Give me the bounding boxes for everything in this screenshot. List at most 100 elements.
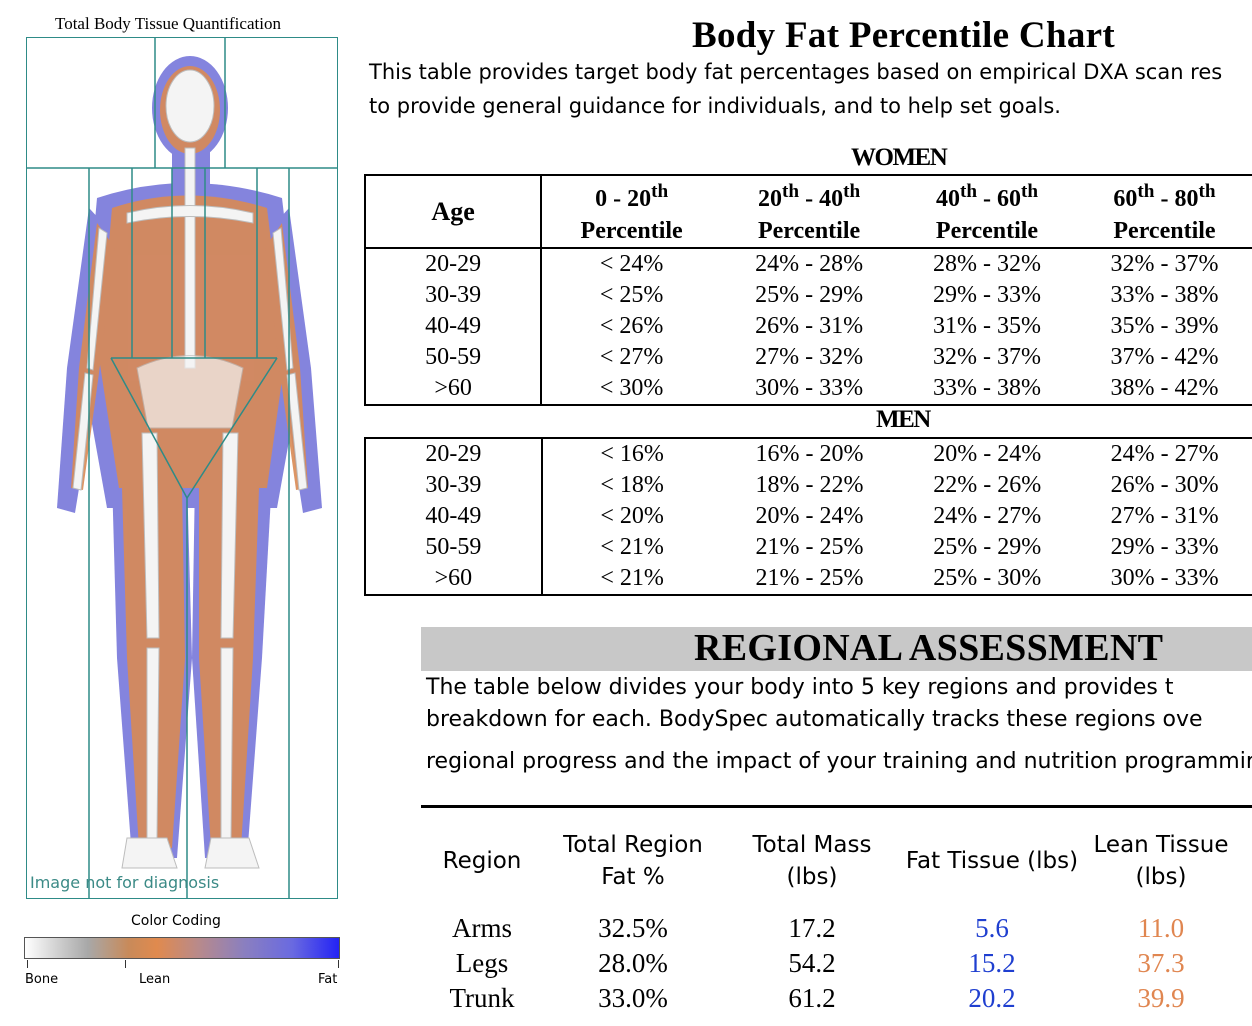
table-cell: 33% - 38% — [933, 375, 1041, 401]
region-name: Arms — [452, 913, 512, 943]
region-fat-pct: 28.0% — [598, 948, 668, 978]
table-row: >60 < 30% 30% - 33% 33% - 38% 38% - 42% — [365, 373, 1252, 405]
men-percentile-table: 20-29 < 16% 16% - 20% 20% - 24% 24% - 27% 30… — [364, 437, 1252, 596]
table-cell: 38% - 42% — [1110, 375, 1219, 401]
table-row: 40-49 < 26% 26% - 31% 31% - 35% 35% - 39% — [365, 311, 1252, 342]
table-cell: 37% - 42% — [1110, 344, 1219, 370]
regional-text-line-2: breakdown for each. BodySpec automatical… — [426, 707, 1203, 732]
table-row: 20-29 < 16% 16% - 20% 20% - 24% 24% - 27% — [365, 438, 1252, 470]
header-total-mass: Total Mass (lbs) — [737, 829, 887, 893]
table-cell: 26% - 31% — [755, 313, 864, 339]
body-scan-graphic — [27, 38, 337, 898]
table-cell: 21% - 25% — [755, 534, 864, 560]
table-cell: < 26% — [599, 313, 664, 339]
region-lines — [27, 38, 337, 898]
header-mass-2: (lbs) — [786, 864, 838, 890]
table-cell: 24% - 28% — [755, 251, 864, 277]
table-cell: 27% - 31% — [1110, 503, 1219, 529]
table-cell: < 21% — [600, 565, 664, 591]
table-cell: < 25% — [599, 282, 664, 308]
color-coding-title: Color Coding — [131, 913, 221, 929]
table-row: >60 < 21% 21% - 25% 25% - 30% 30% - 33% — [365, 563, 1252, 595]
header-percentile: Percentile — [580, 218, 683, 244]
header-percentile: Percentile — [757, 218, 861, 244]
page-title: Body Fat Percentile Chart — [692, 15, 1115, 56]
header-range-3-b-sup: th — [1198, 181, 1216, 202]
table-cell: 30-39 — [365, 470, 543, 501]
region-fat-tissue: 5.6 — [975, 913, 1009, 943]
header-range-2-a-sup: th — [959, 181, 978, 202]
header-region: Region — [442, 848, 522, 874]
header-mass-1: Total Mass — [752, 832, 872, 858]
table-cell: < 30% — [599, 375, 664, 401]
table-cell: 40-49 — [365, 501, 543, 532]
header-fat-pct-2: Fat % — [601, 864, 665, 890]
header-range-1: 20th - 40th Percentile — [721, 175, 898, 249]
table-row: 30-39 < 25% 25% - 29% 29% - 33% 33% - 38% — [365, 280, 1252, 311]
table-cell: 24% - 27% — [1110, 441, 1219, 467]
table-cell: 33% - 38% — [1110, 282, 1219, 308]
table-cell: < 20% — [600, 503, 664, 529]
header-lean-tissue: Lean Tissue (lbs) — [1086, 829, 1236, 893]
table-cell: 20% - 24% — [755, 503, 864, 529]
region-lean-tissue: 39.9 — [1137, 983, 1185, 1013]
header-range-1-b-sup: th — [843, 181, 861, 202]
men-label: MEN — [876, 406, 931, 433]
header-range-1-b: - 40 — [799, 186, 844, 212]
table-cell: 27% - 32% — [755, 344, 864, 370]
header-range-3-a-sup: th — [1137, 181, 1155, 202]
scan-disclaimer: Image not for diagnosis — [30, 873, 220, 892]
color-tick-bone — [27, 960, 28, 968]
header-range-3-b: - 80 — [1154, 186, 1199, 212]
region-total-mass: 54.2 — [788, 948, 836, 978]
table-cell: 25% - 30% — [933, 565, 1042, 591]
regional-title-band — [421, 627, 1252, 671]
header-fat-pct: Total Region Fat % — [548, 829, 718, 893]
table-cell: 22% - 26% — [933, 472, 1042, 498]
color-tick-lean — [125, 960, 126, 968]
table-row: 50-59 < 21% 21% - 25% 25% - 29% 29% - 33% — [365, 532, 1252, 563]
header-lean-1: Lean Tissue — [1093, 832, 1229, 858]
region-fat-tissue: 20.2 — [968, 983, 1016, 1013]
header-percentile: Percentile — [935, 218, 1039, 244]
women-percentile-table: Age 0 - 20 th Percentile 20th - 40th Perc… — [364, 174, 1252, 406]
header-range-2-b: - 60 — [977, 186, 1022, 212]
table-row: 40-49 < 20% 20% - 24% 24% - 27% 27% - 31% — [365, 501, 1252, 532]
region-name: Legs — [455, 948, 509, 978]
region-fat-tissue: 15.2 — [968, 948, 1016, 978]
table-cell: < 24% — [599, 251, 664, 277]
table-cell: 35% - 39% — [1110, 313, 1219, 339]
header-age: Age — [365, 175, 543, 249]
region-lean-tissue: 11.0 — [1137, 913, 1185, 943]
color-tick-fat — [338, 960, 339, 968]
header-percentile: Percentile — [1113, 218, 1216, 244]
regional-text-line-1: The table below divides your body into 5… — [426, 675, 1174, 700]
header-lean-2: (lbs) — [1135, 864, 1187, 890]
table-cell: 21% - 25% — [755, 565, 864, 591]
header-range-0-a: 0 - 20 — [595, 186, 652, 212]
header-range-2-a: 40 — [935, 186, 960, 212]
regional-text-line-3: regional progress and the impact of your… — [426, 749, 1252, 774]
table-cell: 24% - 27% — [933, 503, 1042, 529]
region-lean-tissue: 37.3 — [1137, 948, 1185, 978]
regional-title: REGIONAL ASSESSMENT — [694, 627, 1164, 669]
color-label-fat: Fat — [318, 972, 338, 987]
table-cell: 29% - 33% — [1110, 534, 1219, 560]
region-name: Trunk — [449, 983, 515, 1013]
table-cell: 25% - 29% — [933, 534, 1042, 560]
table-cell: 32% - 37% — [933, 344, 1041, 370]
header-range-3-a: 60 — [1113, 186, 1138, 212]
table-cell: 28% - 32% — [933, 251, 1041, 277]
table-cell: 29% - 33% — [933, 282, 1041, 308]
table-cell: 18% - 22% — [755, 472, 864, 498]
table-cell: 20-29 — [365, 438, 543, 470]
table-cell: 40-49 — [365, 311, 543, 342]
table-cell: 26% - 30% — [1110, 472, 1219, 498]
table-cell: 16% - 20% — [755, 441, 864, 467]
table-header-row: Age 0 - 20 th Percentile 20th - 40th Perc… — [365, 175, 1252, 249]
header-range-2-b-sup: th — [1021, 181, 1039, 202]
header-range-1-a-sup: th — [782, 181, 800, 202]
table-cell: < 18% — [600, 472, 664, 498]
region-total-mass: 61.2 — [788, 983, 836, 1013]
header-fat-tissue: Fat Tissue (lbs) — [905, 848, 1079, 874]
